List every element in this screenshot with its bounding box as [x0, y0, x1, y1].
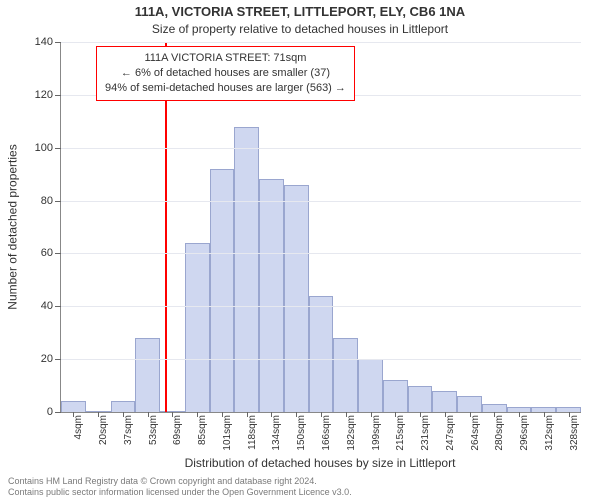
- x-tick-label: 247sqm: [445, 415, 456, 451]
- y-tick: [55, 412, 61, 413]
- gridline: [61, 306, 581, 307]
- y-tick-label: 40: [41, 300, 53, 312]
- y-tick: [55, 306, 61, 307]
- callout-line-1: 111A VICTORIA STREET: 71sqm: [105, 51, 346, 66]
- x-tick-label: 20sqm: [98, 415, 109, 445]
- x-tick-label: 37sqm: [123, 415, 134, 445]
- histogram-bar: [61, 401, 86, 412]
- x-tick-label: 101sqm: [222, 415, 233, 451]
- y-tick: [55, 359, 61, 360]
- y-tick-label: 100: [35, 142, 53, 154]
- x-tick-label: 312sqm: [544, 415, 555, 451]
- y-axis-title-text: Number of detached properties: [6, 144, 20, 309]
- gridline: [61, 253, 581, 254]
- x-tick-label: 182sqm: [346, 415, 357, 451]
- histogram-bar: [210, 169, 235, 412]
- x-tick-label: 199sqm: [371, 415, 382, 451]
- y-tick: [55, 253, 61, 254]
- x-tick-label: 264sqm: [470, 415, 481, 451]
- callout-box: 111A VICTORIA STREET: 71sqm ← 6% of deta…: [96, 46, 355, 101]
- histogram-bar: [135, 338, 160, 412]
- chart-container: 111A, VICTORIA STREET, LITTLEPORT, ELY, …: [0, 0, 600, 500]
- x-tick-label: 85sqm: [197, 415, 208, 445]
- x-tick-label: 134sqm: [271, 415, 282, 451]
- y-tick-label: 20: [41, 353, 53, 365]
- x-tick-label: 4sqm: [73, 415, 84, 439]
- callout-line-3: 94% of semi-detached houses are larger (…: [105, 81, 346, 96]
- y-tick-label: 120: [35, 89, 53, 101]
- callout-line-2: ← 6% of detached houses are smaller (37): [105, 66, 346, 81]
- gridline: [61, 148, 581, 149]
- x-tick-label: 328sqm: [569, 415, 580, 451]
- chart-subtitle: Size of property relative to detached ho…: [0, 22, 600, 36]
- histogram-bar: [333, 338, 358, 412]
- y-tick: [55, 95, 61, 96]
- footer-credits: Contains HM Land Registry data © Crown c…: [8, 476, 352, 499]
- gridline: [61, 201, 581, 202]
- histogram-bar: [259, 179, 284, 412]
- footer-line-2: Contains public sector information licen…: [8, 487, 352, 498]
- gridline: [61, 359, 581, 360]
- histogram-bar: [432, 391, 457, 412]
- footer-line-1: Contains HM Land Registry data © Crown c…: [8, 476, 352, 487]
- histogram-bar: [234, 127, 259, 412]
- x-tick-label: 166sqm: [321, 415, 332, 451]
- y-axis-title: Number of detached properties: [6, 42, 20, 412]
- x-tick-label: 296sqm: [519, 415, 530, 451]
- y-tick: [55, 201, 61, 202]
- x-tick-label: 280sqm: [494, 415, 505, 451]
- y-tick-label: 0: [47, 406, 53, 418]
- chart-title: 111A, VICTORIA STREET, LITTLEPORT, ELY, …: [0, 4, 600, 19]
- x-tick-label: 53sqm: [148, 415, 159, 445]
- histogram-bar: [408, 386, 433, 412]
- y-tick-label: 80: [41, 195, 53, 207]
- y-tick-label: 140: [35, 36, 53, 48]
- gridline: [61, 42, 581, 43]
- histogram-bar: [309, 296, 334, 412]
- histogram-bar: [111, 401, 136, 412]
- y-tick: [55, 148, 61, 149]
- x-tick-label: 215sqm: [395, 415, 406, 451]
- histogram-bar: [284, 185, 309, 412]
- x-tick-label: 69sqm: [172, 415, 183, 445]
- histogram-bar: [482, 404, 507, 412]
- histogram-bar: [457, 396, 482, 412]
- x-tick-label: 118sqm: [247, 415, 258, 450]
- x-tick-label: 150sqm: [296, 415, 307, 451]
- histogram-bar: [383, 380, 408, 412]
- histogram-bar: [358, 359, 383, 412]
- x-tick-label: 231sqm: [420, 415, 431, 451]
- y-tick-label: 60: [41, 247, 53, 259]
- histogram-bar: [185, 243, 210, 412]
- x-axis-title: Distribution of detached houses by size …: [60, 456, 580, 470]
- y-tick: [55, 42, 61, 43]
